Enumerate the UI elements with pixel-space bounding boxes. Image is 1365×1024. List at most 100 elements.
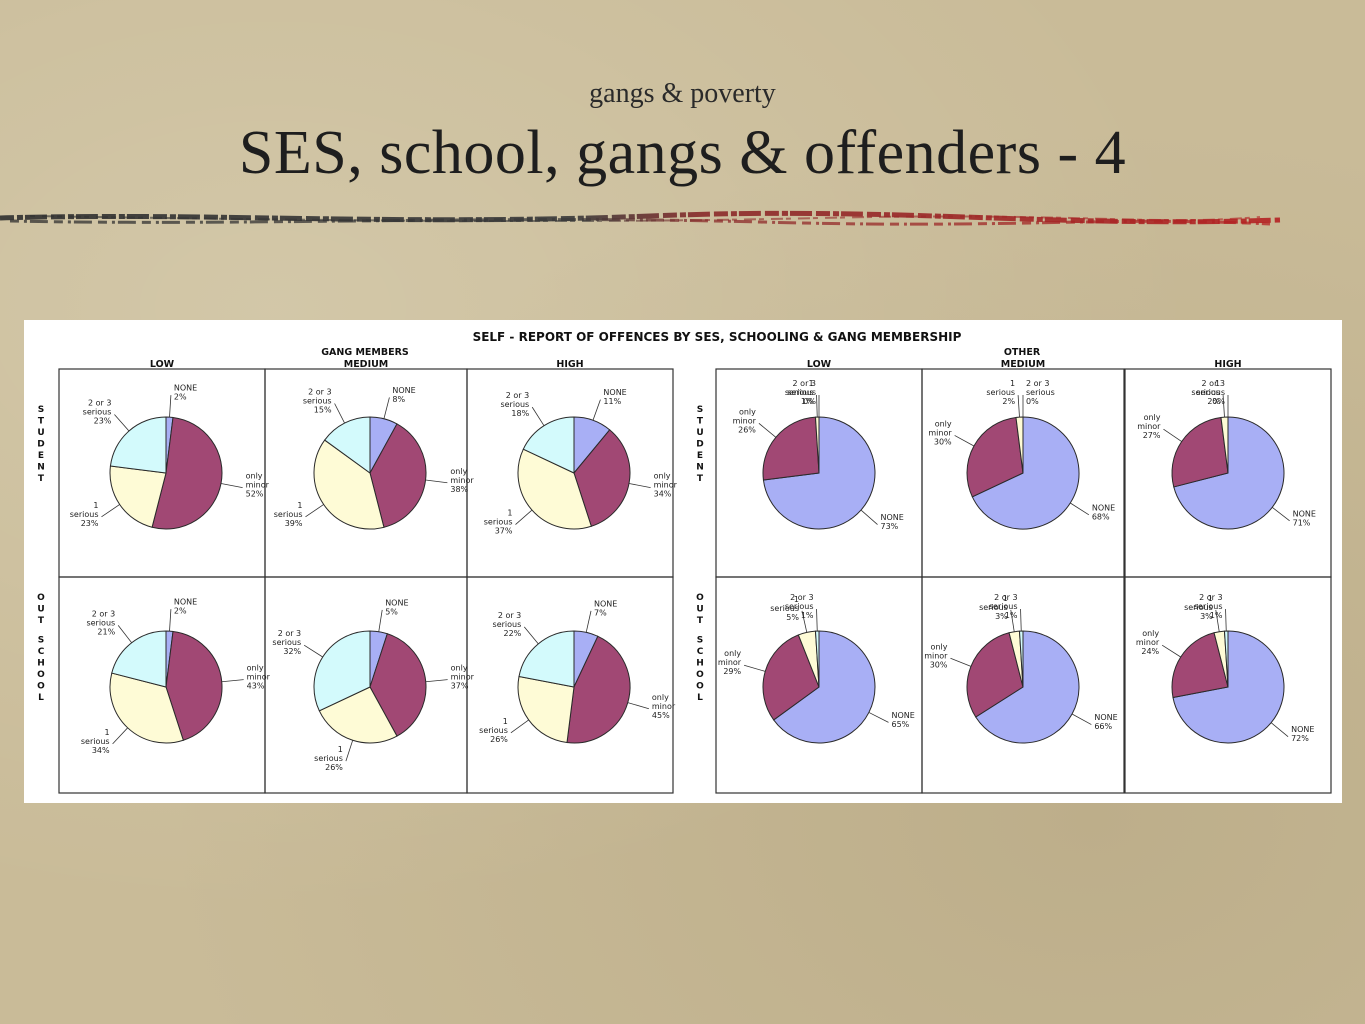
slice-label: 39% (285, 519, 303, 528)
label-leader-line (758, 422, 777, 438)
slice-label: minor (246, 481, 270, 490)
row-label-letter: H (696, 659, 704, 669)
slice-label: serious (787, 388, 816, 397)
label-leader-line (801, 610, 808, 633)
slice-label: 71% (1293, 518, 1311, 527)
slice-label: minor (924, 651, 948, 660)
row-label-letter: U (696, 428, 703, 438)
label-leader-line (1270, 722, 1289, 738)
ses-header-low: LOW (807, 359, 832, 370)
slice-label: 27% (1143, 431, 1161, 440)
row-label-letter: T (697, 417, 704, 427)
label-leader-line (1020, 609, 1022, 632)
row-label-letter: U (37, 428, 44, 438)
row-label-letter: S (38, 405, 44, 415)
rule-stroke-tertiary (29, 215, 1261, 223)
row-label-letter: O (37, 682, 45, 692)
slice-label: 22% (503, 629, 521, 638)
label-leader-line (1017, 395, 1020, 418)
row-label-letter: S (697, 636, 703, 646)
slice-label: NONE (174, 598, 197, 607)
pie-slice-only-minor (369, 633, 427, 737)
pie-slice-2-or-3-serious (522, 416, 575, 474)
slice-label: NONE (594, 599, 617, 608)
slice-label: 2 or 3 (1202, 379, 1225, 388)
slice-label: 38% (450, 485, 468, 494)
pie-slice-1-serious (109, 465, 167, 528)
label-leader-line (627, 702, 650, 710)
slice-label: 15% (314, 406, 332, 415)
pie-slice-only-minor (966, 416, 1024, 498)
slice-label: serious (484, 518, 513, 527)
label-leader-line (523, 626, 539, 645)
slice-label: 66% (1094, 722, 1112, 731)
slice-label: only (246, 472, 263, 481)
group-header-gang-members: GANG MEMBERS (321, 347, 409, 358)
slice-label: 2% (1207, 397, 1220, 406)
slice-label: 30% (934, 437, 952, 446)
slice-label: 34% (654, 490, 672, 499)
pie-slice-1-serious (318, 686, 398, 744)
row-label-letter: C (697, 647, 704, 657)
pie-slice-none (1173, 416, 1285, 530)
label-leader-line (383, 397, 390, 419)
label-leader-line (220, 483, 243, 489)
slice-label: only (935, 419, 952, 428)
pie-slice-1-serious (109, 672, 184, 744)
label-leader-line (628, 483, 651, 489)
slice-label: NONE (174, 384, 197, 393)
ses-header-high: HIGH (556, 359, 583, 370)
pie-slice-2-or-3-serious (814, 630, 820, 688)
slice-label: 73% (881, 522, 899, 531)
label-leader-line (1222, 395, 1225, 418)
label-leader-line (816, 395, 818, 418)
slice-label: only (739, 407, 756, 416)
row-label-letter: O (696, 682, 704, 692)
slice-label: serious (314, 754, 343, 763)
slice-label: 23% (81, 519, 99, 528)
slice-label: only (1142, 629, 1159, 638)
chart-cell-frame (466, 576, 674, 794)
row-label-letter: O (696, 593, 704, 603)
slice-label: serious (1196, 388, 1225, 397)
slide-subtitle: gangs & poverty (589, 78, 776, 109)
slice-label: 1% (801, 397, 814, 406)
pie-slice-only-minor (566, 635, 631, 744)
row-label-letter: S (38, 636, 44, 646)
label-leader-line (101, 504, 120, 518)
label-leader-line (950, 657, 972, 667)
pie-slice-1-serious (517, 448, 592, 530)
row-label-letter: C (38, 647, 45, 657)
slice-label: 1 (297, 501, 302, 510)
row-label-letter: L (38, 693, 44, 703)
row-label-letter: O (696, 670, 704, 680)
slice-label: 2 or 3 (278, 629, 301, 638)
slice-label: serious (785, 602, 814, 611)
label-leader-line (954, 435, 975, 447)
slice-label: 1 (1010, 379, 1015, 388)
pie-slice-only-minor (1171, 416, 1229, 488)
slice-label: 24% (1141, 647, 1159, 656)
slice-label: 30% (930, 660, 948, 669)
slice-label: 26% (325, 763, 343, 772)
slice-label: 8% (392, 395, 405, 404)
slice-label: 1 (1003, 594, 1008, 603)
pie-slice-2-or-3-serious (1223, 630, 1229, 688)
slice-label: 5% (385, 607, 398, 616)
slice-label: serious (989, 602, 1018, 611)
slice-label: serious (1194, 602, 1223, 611)
slice-label: serious (1026, 388, 1055, 397)
label-leader-line (345, 740, 354, 762)
slice-label: 72% (1291, 734, 1309, 743)
slice-label: 2 or 3 (1026, 379, 1049, 388)
row-label-letter: U (37, 605, 44, 615)
pie-slice-only-minor (966, 632, 1024, 718)
slice-label: 0% (803, 397, 816, 406)
label-leader-line (515, 509, 533, 525)
